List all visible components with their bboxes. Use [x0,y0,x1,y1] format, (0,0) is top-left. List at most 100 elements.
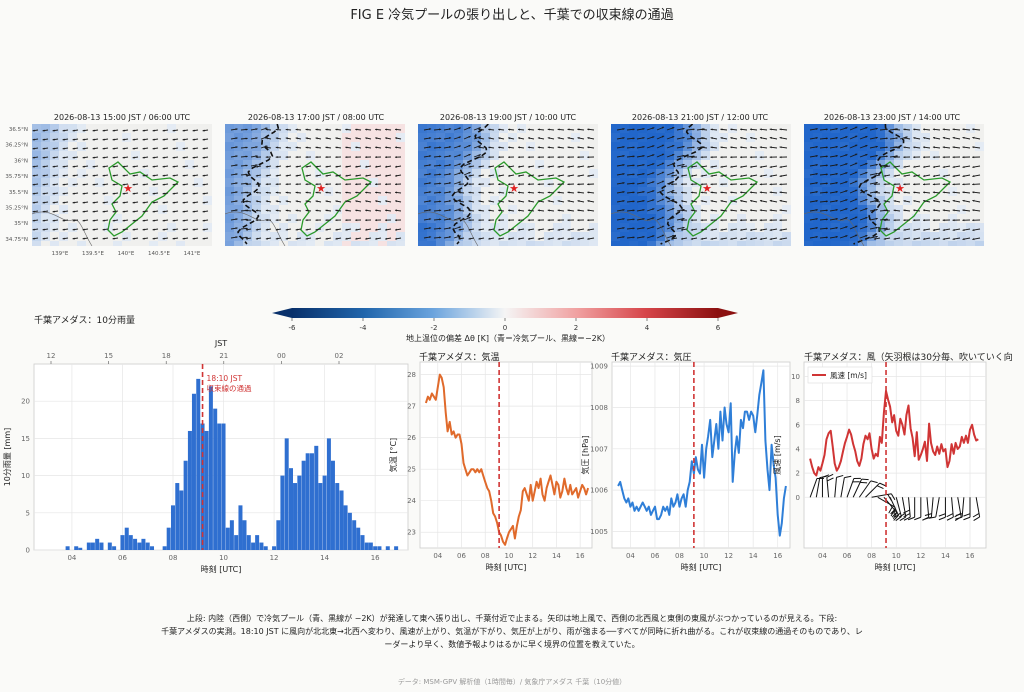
rain-bar [221,423,226,550]
wind-arrow-head [652,235,655,238]
anomaly-cell [41,151,50,160]
wind-arrow-head [355,200,358,203]
anomaly-cell [611,178,620,187]
wind-arrow-head [182,201,185,204]
anomaly-cell [77,223,86,232]
anomaly-cell [225,241,234,246]
wind-arrow-head [468,144,471,147]
anomaly-cell [611,196,620,205]
wind-arrow-head [700,128,703,131]
rain-bar [246,535,251,550]
wind-arrow-head [652,217,655,220]
wind-arrow-head [285,165,288,168]
wind-arrow-head [642,154,645,158]
anomaly-cell [176,223,185,232]
anomaly-cell [683,196,692,205]
anomaly-cell [638,124,647,133]
anomaly-cell [562,196,571,205]
wind-arrow-head [547,174,550,177]
anomaly-cell [571,160,580,169]
wind-arrow-head [622,146,625,149]
wind-arrow-head [855,144,858,147]
wind-arrow-head [923,237,926,240]
top-axis-label: JST [214,339,227,348]
anomaly-cell [764,160,773,169]
anomaly-cell [710,187,719,196]
lat-tick-label: 34.75°N [5,237,28,243]
anomaly-cell [95,205,104,214]
wind-arrow-head [557,209,560,212]
anomaly-cell [86,124,95,133]
wind-arrow-head [172,138,175,141]
anomaly-cell [378,241,387,246]
wind-arrow-head [642,172,645,176]
wind-arrow-head [672,226,675,229]
anomaly-cell [692,169,701,178]
wind-arrow-head [557,165,560,168]
wind-arrow-head [942,237,945,241]
anomaly-cell [140,178,149,187]
anomaly-cell [535,169,544,178]
anomaly-cell [360,196,369,205]
anomaly-cell [665,151,674,160]
wind-arrow-head [972,175,975,178]
anomaly-cell [396,151,405,160]
anomaly-cell [306,124,315,133]
wind-arrow-head [700,183,703,186]
anomaly-cell [68,205,77,214]
y-tick-label: 1006 [590,487,608,495]
wind-arrow-head [865,225,868,228]
anomaly-cell [840,241,849,246]
rain-chart-title: 千葉アメダス：10分雨量 [34,316,136,326]
anomaly-cell [737,151,746,160]
anomaly-cell [737,142,746,151]
wind-arrow-head [759,128,762,131]
wind-arrow-head [962,191,965,194]
anomaly-cell [436,232,445,241]
anomaly-cell [782,241,791,246]
anomaly-cell [912,151,921,160]
wind-arrow-head [449,218,452,221]
anomaly-cell [966,151,975,160]
wind-arrow-head [825,227,828,230]
wind-arrow-head [449,173,452,176]
wind-arrow-head [883,209,886,212]
wind-arrow-head [710,228,713,231]
anomaly-cell [194,205,203,214]
anomaly-cell [957,160,966,169]
anomaly-cell [692,214,701,223]
anomaly-cell [589,187,598,196]
wind-arrow-head [690,174,693,177]
wind-arrow-head [759,219,762,222]
anomaly-cell [104,214,113,223]
wind-arrow-head [642,208,645,212]
wind-arrow-head [855,162,858,165]
anomaly-cell [975,169,984,178]
wind-arrow-head [855,180,858,183]
wind-barb-flag [907,516,915,521]
anomaly-cell [746,160,755,169]
anomaly-cell [804,169,813,178]
wind-arrow-head [932,228,936,231]
caption-line-2: 千葉アメダスの実測。18:10 JST に風向が北北東→北西へ変わり、風速が上が… [161,627,863,636]
wind-arrow-head [458,172,461,175]
wind-arrow-head [769,191,772,194]
anomaly-cell [876,214,885,223]
anomaly-cell [140,214,149,223]
anomaly-cell [167,205,176,214]
wind-arrow-head [537,209,540,212]
wind-arrow-head [962,175,965,178]
wind-arrow-head [315,174,318,177]
wind-arrow-head [32,192,35,195]
wind-arrow-head [923,156,925,159]
anomaly-cell [638,169,647,178]
wind-arrow-head [162,219,165,222]
wind-arrow-head [102,165,105,168]
anomaly-cell [894,214,903,223]
wind-arrow-head [32,165,35,168]
anomaly-cell [867,187,876,196]
data-source-footer: データ: MSM-GPV 解析値（1時間毎）/ 気象庁アメダス 千葉（10分値） [397,678,627,686]
wind-arrow-head [567,191,570,194]
anomaly-cell [589,232,598,241]
anomaly-cell [333,214,342,223]
